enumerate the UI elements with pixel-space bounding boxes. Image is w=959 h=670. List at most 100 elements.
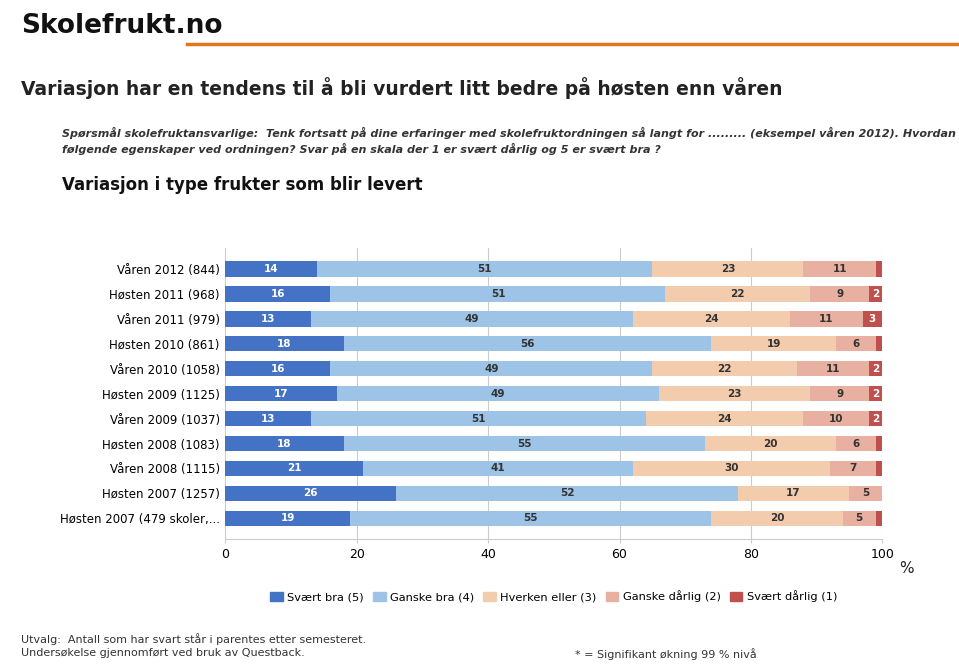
Bar — [862, 311, 882, 326]
Bar — [337, 386, 659, 401]
Text: 26: 26 — [303, 488, 318, 498]
Bar — [836, 336, 876, 352]
Text: 2: 2 — [872, 389, 879, 399]
Bar — [652, 261, 804, 277]
Bar — [311, 311, 633, 326]
Text: 49: 49 — [484, 364, 499, 374]
Text: 41: 41 — [491, 464, 505, 474]
Text: 18: 18 — [277, 439, 292, 448]
Text: 9: 9 — [836, 289, 843, 299]
Bar — [810, 286, 869, 302]
Bar — [225, 261, 317, 277]
Bar — [363, 461, 633, 476]
Text: 17: 17 — [786, 488, 801, 498]
Text: 2: 2 — [872, 413, 879, 423]
Text: 2: 2 — [872, 364, 879, 374]
Text: 9: 9 — [836, 389, 843, 399]
Text: 21: 21 — [287, 464, 301, 474]
Bar — [343, 336, 712, 352]
Bar — [869, 361, 882, 377]
Bar — [633, 461, 830, 476]
Bar — [790, 311, 862, 326]
Text: 11: 11 — [819, 314, 833, 324]
Text: %: % — [899, 561, 913, 576]
Legend: Svært bra (5), Ganske bra (4), Hverken eller (3), Ganske dårlig (2), Svært dårli: Svært bra (5), Ganske bra (4), Hverken e… — [270, 590, 837, 602]
Text: 49: 49 — [491, 389, 505, 399]
Text: 55: 55 — [524, 513, 538, 523]
Bar — [645, 411, 804, 426]
Text: 13: 13 — [261, 314, 275, 324]
Bar — [317, 261, 652, 277]
Text: 11: 11 — [832, 264, 847, 274]
Text: 17: 17 — [274, 389, 289, 399]
Text: Utvalg:  Antall som har svart står i parentes etter semesteret.: Utvalg: Antall som har svart står i pare… — [21, 633, 366, 645]
Bar — [869, 286, 882, 302]
Bar — [705, 436, 836, 452]
Bar — [633, 311, 790, 326]
Text: 51: 51 — [471, 413, 485, 423]
Text: 6: 6 — [853, 339, 859, 348]
Text: 51: 51 — [478, 264, 492, 274]
Bar — [797, 361, 869, 377]
Text: 19: 19 — [766, 339, 781, 348]
Bar — [225, 361, 331, 377]
Bar — [843, 511, 876, 526]
Bar — [850, 486, 882, 501]
Text: Variasjon har en tendens til å bli vurdert litt bedre på høsten enn våren: Variasjon har en tendens til å bli vurde… — [21, 77, 783, 99]
Text: 6: 6 — [853, 439, 859, 448]
Bar — [225, 436, 343, 452]
Text: 2: 2 — [872, 289, 879, 299]
Text: 14: 14 — [264, 264, 279, 274]
Bar — [225, 311, 311, 326]
Text: 20: 20 — [763, 439, 778, 448]
Bar — [225, 511, 350, 526]
Bar — [225, 461, 363, 476]
Text: 16: 16 — [270, 364, 285, 374]
Text: 49: 49 — [464, 314, 479, 324]
Bar — [659, 386, 810, 401]
Bar — [712, 511, 843, 526]
Bar — [876, 461, 882, 476]
Text: 20: 20 — [770, 513, 784, 523]
Bar — [737, 486, 850, 501]
Bar — [311, 411, 645, 426]
Bar — [810, 386, 869, 401]
Text: 18: 18 — [277, 339, 292, 348]
Bar — [343, 436, 705, 452]
Bar — [652, 361, 797, 377]
Bar — [666, 286, 810, 302]
Bar — [876, 511, 882, 526]
Text: 30: 30 — [724, 464, 738, 474]
Bar — [225, 386, 337, 401]
Text: 10: 10 — [829, 413, 844, 423]
Text: * = Signifikant økning 99 % nivå: * = Signifikant økning 99 % nivå — [575, 648, 758, 660]
Text: 16: 16 — [270, 289, 285, 299]
Bar — [830, 461, 876, 476]
Bar — [350, 511, 712, 526]
Text: følgende egenskaper ved ordningen? Svar på en skala der 1 er svært dårlig og 5 e: følgende egenskaper ved ordningen? Svar … — [62, 143, 661, 155]
Text: Undersøkelse gjennomført ved bruk av Questback.: Undersøkelse gjennomført ved bruk av Que… — [21, 648, 305, 658]
Text: 51: 51 — [491, 289, 505, 299]
Text: 55: 55 — [517, 439, 531, 448]
Text: 5: 5 — [862, 488, 870, 498]
Text: 22: 22 — [717, 364, 732, 374]
Bar — [876, 436, 882, 452]
Text: 56: 56 — [521, 339, 535, 348]
Bar — [225, 411, 311, 426]
Bar — [804, 411, 869, 426]
Text: 22: 22 — [731, 289, 745, 299]
Text: 24: 24 — [717, 413, 732, 423]
Bar — [225, 486, 396, 501]
Text: 24: 24 — [704, 314, 719, 324]
Text: 23: 23 — [720, 264, 736, 274]
Text: 23: 23 — [727, 389, 741, 399]
Bar — [876, 261, 882, 277]
Text: Spørsmål skolefruktansvarlige:  Tenk fortsatt på dine erfaringer med skolefrukto: Spørsmål skolefruktansvarlige: Tenk fort… — [62, 127, 959, 139]
Text: 19: 19 — [281, 513, 295, 523]
Text: 11: 11 — [826, 364, 840, 374]
Bar — [869, 386, 882, 401]
Bar — [876, 336, 882, 352]
Bar — [712, 336, 836, 352]
Text: 5: 5 — [855, 513, 863, 523]
Bar — [804, 261, 876, 277]
